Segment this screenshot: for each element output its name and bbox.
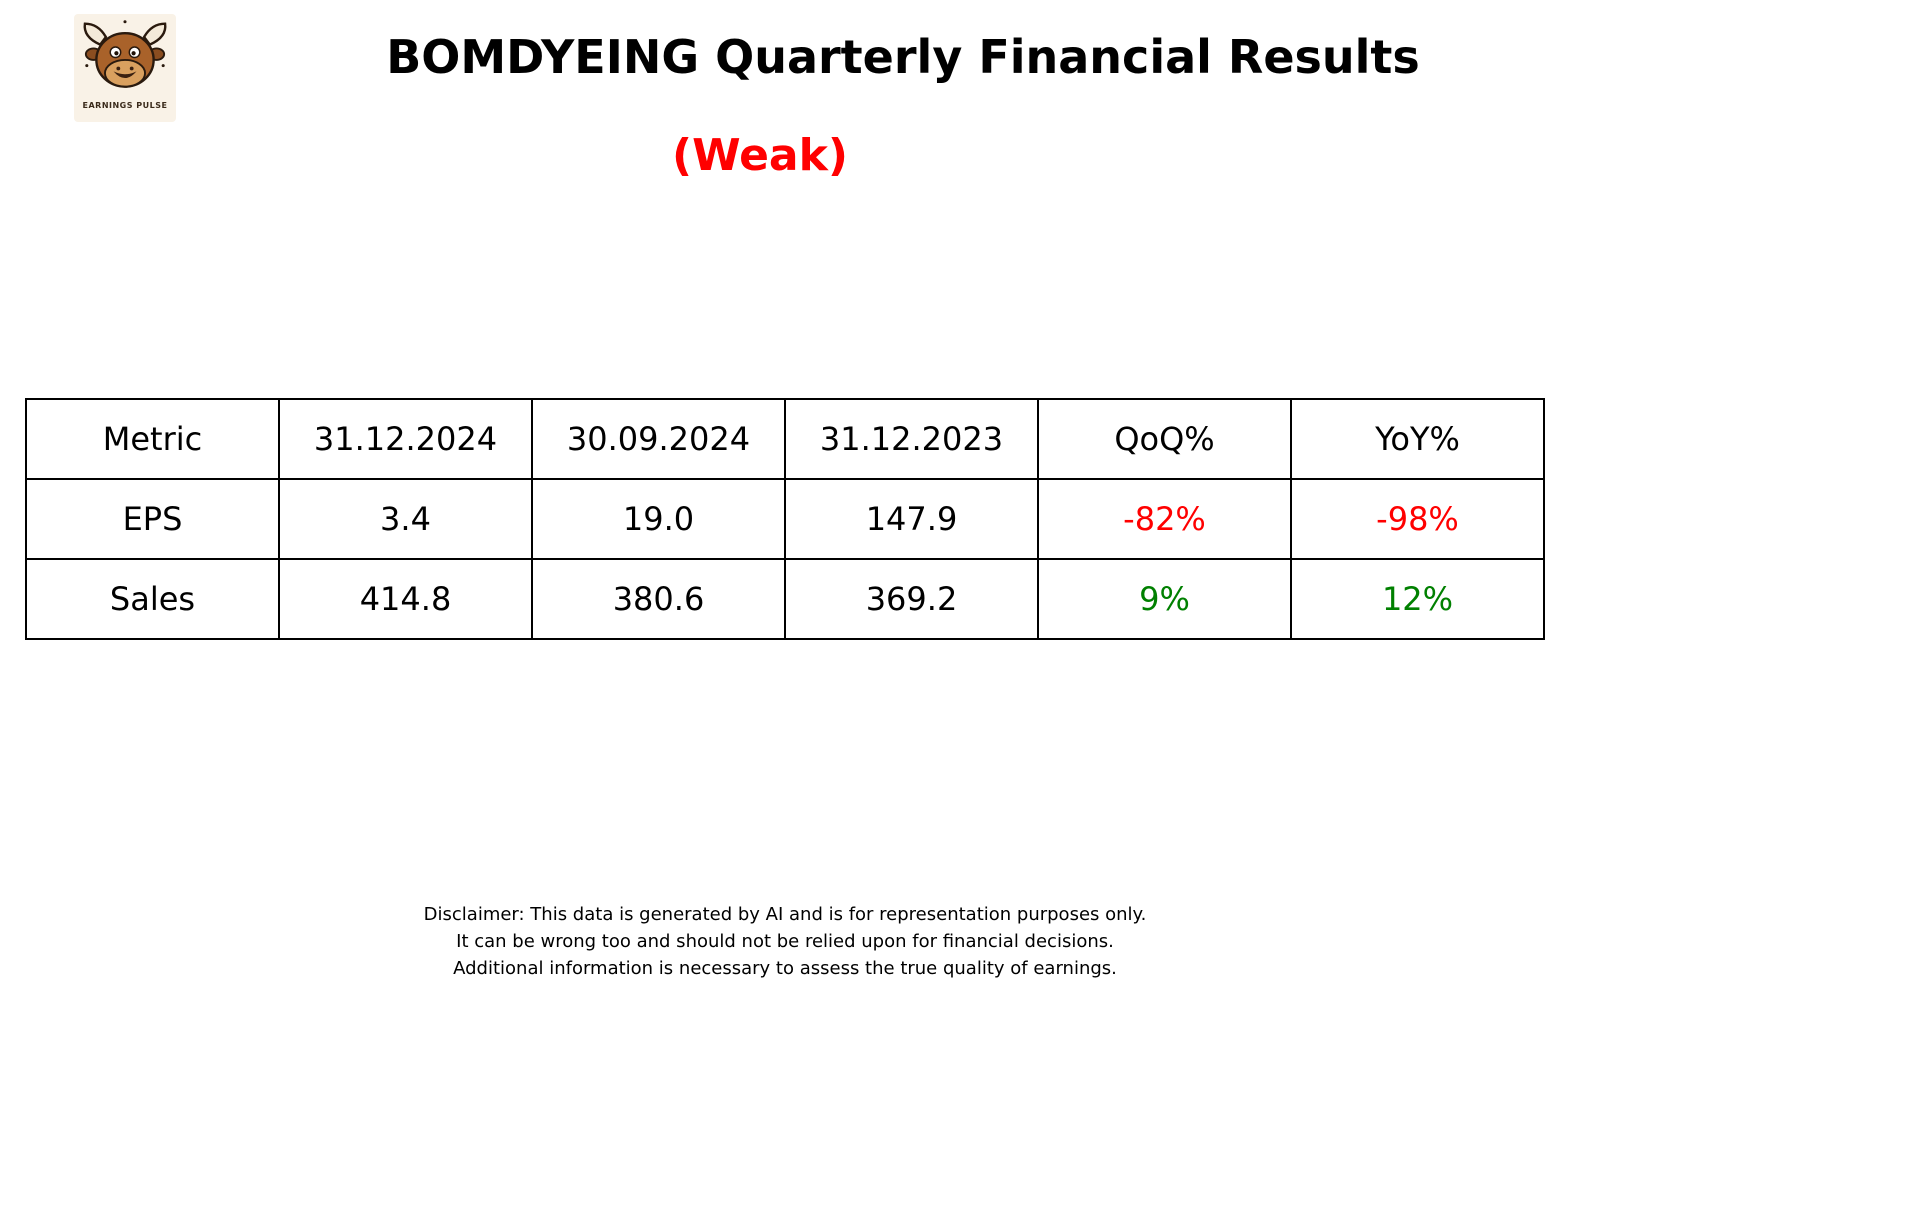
disclaimer-line-3: Additional information is necessary to a… [453, 958, 1117, 979]
sales-q-yearago-cell: 369.2 [784, 558, 1039, 640]
bull-logo-icon [77, 14, 173, 100]
page-title: BOMDYEING Quarterly Financial Results [386, 30, 1420, 84]
brand-logo: EARNINGS PULSE [74, 14, 176, 122]
sales-metric-cell: Sales [25, 558, 280, 640]
table-row-sales: Sales 414.8 380.6 369.2 9% 12% [25, 558, 1545, 640]
eps-q-previous-cell: 19.0 [531, 478, 786, 560]
table-header-row: Metric 31.12.2024 30.09.2024 31.12.2023 … [25, 398, 1545, 480]
sales-q-current-cell: 414.8 [278, 558, 533, 640]
col-header-q-previous: 30.09.2024 [531, 398, 786, 480]
col-header-q-yearago: 31.12.2023 [784, 398, 1039, 480]
eps-qoq-cell: -82% [1037, 478, 1292, 560]
col-header-q-current: 31.12.2024 [278, 398, 533, 480]
sales-qoq-cell: 9% [1037, 558, 1292, 640]
logo-brand-text: EARNINGS PULSE [82, 101, 168, 110]
sales-q-previous-cell: 380.6 [531, 558, 786, 640]
sales-yoy-cell: 12% [1290, 558, 1545, 640]
eps-yoy-cell: -98% [1290, 478, 1545, 560]
disclaimer-line-2: It can be wrong too and should not be re… [456, 931, 1114, 952]
disclaimer-line-1: Disclaimer: This data is generated by AI… [423, 904, 1147, 925]
quarterly-results-table: Metric 31.12.2024 30.09.2024 31.12.2023 … [25, 398, 1545, 640]
table-row-eps: EPS 3.4 19.0 147.9 -82% -98% [25, 478, 1545, 560]
verdict-label: (Weak) [672, 130, 848, 181]
eps-metric-cell: EPS [25, 478, 280, 560]
disclaimer: Disclaimer: This data is generated by AI… [424, 901, 1147, 982]
col-header-yoy: YoY% [1290, 398, 1545, 480]
eps-q-current-cell: 3.4 [278, 478, 533, 560]
col-header-metric: Metric [25, 398, 280, 480]
eps-q-yearago-cell: 147.9 [784, 478, 1039, 560]
col-header-qoq: QoQ% [1037, 398, 1292, 480]
